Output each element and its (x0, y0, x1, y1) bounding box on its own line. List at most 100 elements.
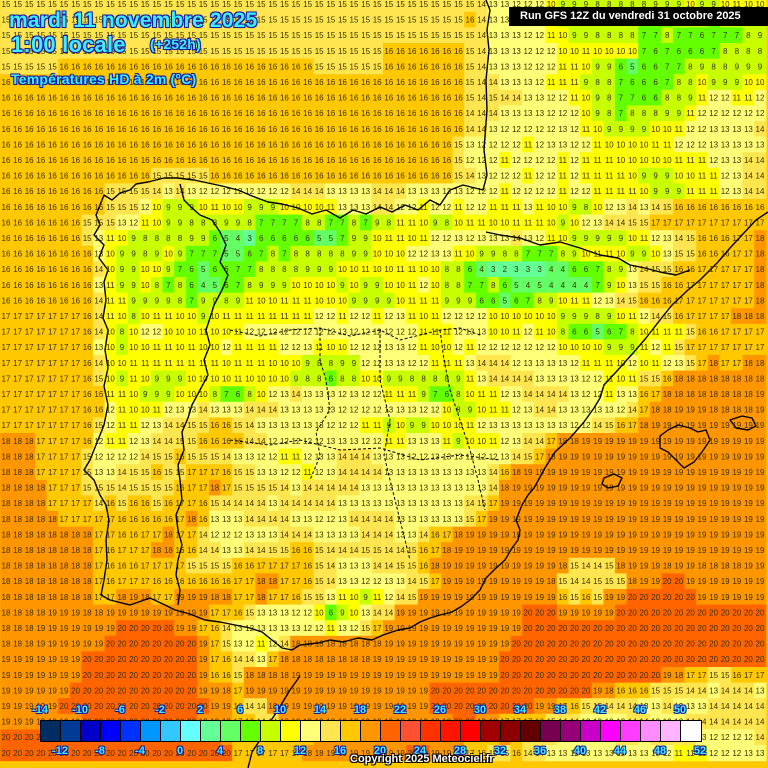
svg-text:12: 12 (361, 328, 370, 337)
svg-text:4: 4 (561, 281, 566, 290)
legend-swatch (221, 721, 241, 741)
svg-text:7: 7 (688, 31, 693, 40)
svg-text:9: 9 (387, 374, 392, 383)
svg-text:10: 10 (593, 343, 602, 352)
svg-text:16: 16 (245, 62, 254, 71)
svg-text:17: 17 (71, 343, 80, 352)
svg-text:9: 9 (572, 312, 577, 321)
svg-text:11: 11 (593, 187, 602, 196)
svg-text:11: 11 (257, 312, 266, 321)
svg-text:18: 18 (721, 374, 730, 383)
svg-text:16: 16 (280, 156, 289, 165)
svg-text:12: 12 (268, 328, 277, 337)
svg-text:17: 17 (48, 390, 57, 399)
svg-text:9: 9 (352, 234, 357, 243)
legend-swatch (681, 721, 701, 741)
svg-text:7: 7 (526, 296, 531, 305)
svg-text:8: 8 (178, 234, 183, 243)
svg-text:15: 15 (408, 31, 417, 40)
svg-text:13: 13 (593, 218, 602, 227)
svg-text:8: 8 (735, 47, 740, 56)
svg-text:18: 18 (698, 374, 707, 383)
svg-text:18: 18 (756, 250, 765, 259)
svg-text:11: 11 (640, 343, 649, 352)
svg-text:15: 15 (651, 374, 660, 383)
svg-text:14: 14 (744, 156, 753, 165)
svg-text:10: 10 (628, 172, 637, 181)
svg-text:3: 3 (491, 265, 496, 274)
svg-text:11: 11 (245, 343, 254, 352)
svg-text:16: 16 (431, 78, 440, 87)
svg-text:8: 8 (677, 94, 682, 103)
svg-text:15: 15 (292, 16, 301, 25)
svg-text:12: 12 (268, 390, 277, 399)
svg-text:9: 9 (201, 296, 206, 305)
svg-text:16: 16 (686, 203, 695, 212)
svg-text:16: 16 (199, 156, 208, 165)
svg-text:12: 12 (315, 312, 324, 321)
svg-text:16: 16 (210, 109, 219, 118)
svg-text:16: 16 (48, 218, 57, 227)
svg-text:16: 16 (709, 328, 718, 337)
svg-text:16: 16 (2, 265, 11, 274)
svg-text:16: 16 (2, 296, 11, 305)
svg-text:16: 16 (129, 156, 138, 165)
svg-text:11: 11 (698, 187, 707, 196)
svg-text:9: 9 (572, 250, 577, 259)
svg-text:16: 16 (48, 172, 57, 181)
svg-text:16: 16 (36, 265, 45, 274)
svg-text:16: 16 (222, 109, 231, 118)
svg-text:7: 7 (294, 218, 299, 227)
svg-text:13: 13 (524, 78, 533, 87)
svg-text:10: 10 (640, 328, 649, 337)
svg-text:15: 15 (431, 0, 440, 9)
svg-text:14: 14 (477, 0, 486, 9)
svg-text:13: 13 (118, 218, 127, 227)
svg-text:17: 17 (71, 359, 80, 368)
svg-text:13: 13 (477, 234, 486, 243)
svg-text:9: 9 (595, 234, 600, 243)
svg-text:17: 17 (756, 218, 765, 227)
svg-text:17: 17 (651, 218, 660, 227)
svg-text:15: 15 (315, 47, 324, 56)
svg-text:13: 13 (94, 281, 103, 290)
svg-text:6: 6 (653, 94, 658, 103)
svg-text:9: 9 (271, 281, 276, 290)
svg-text:12: 12 (547, 47, 556, 56)
svg-text:8: 8 (723, 62, 728, 71)
legend-label-top: 42 (594, 704, 606, 716)
svg-text:11: 11 (245, 359, 254, 368)
svg-text:16: 16 (303, 62, 312, 71)
svg-text:15: 15 (257, 16, 266, 25)
svg-text:16: 16 (245, 109, 254, 118)
svg-text:10: 10 (326, 281, 335, 290)
svg-text:16: 16 (721, 234, 730, 243)
svg-text:15: 15 (686, 328, 695, 337)
svg-text:9: 9 (642, 172, 647, 181)
svg-text:9: 9 (375, 296, 380, 305)
svg-text:16: 16 (268, 78, 277, 87)
svg-text:13: 13 (454, 187, 463, 196)
svg-text:7: 7 (677, 62, 682, 71)
svg-text:15: 15 (222, 47, 231, 56)
svg-text:17: 17 (2, 374, 11, 383)
svg-text:9: 9 (166, 218, 171, 227)
svg-text:9: 9 (456, 296, 461, 305)
svg-text:14: 14 (605, 218, 614, 227)
svg-text:17: 17 (48, 312, 57, 321)
svg-text:9: 9 (735, 78, 740, 87)
svg-text:10: 10 (373, 250, 382, 259)
svg-text:16: 16 (210, 78, 219, 87)
svg-text:9: 9 (352, 359, 357, 368)
legend-swatch (381, 721, 401, 741)
svg-text:16: 16 (431, 109, 440, 118)
svg-text:11: 11 (385, 234, 394, 243)
svg-text:9: 9 (131, 234, 136, 243)
svg-text:16: 16 (419, 125, 428, 134)
svg-text:9: 9 (166, 265, 171, 274)
svg-text:17: 17 (744, 234, 753, 243)
svg-text:8: 8 (433, 374, 438, 383)
svg-text:7: 7 (665, 78, 670, 87)
svg-text:11: 11 (617, 172, 626, 181)
svg-text:12: 12 (408, 343, 417, 352)
